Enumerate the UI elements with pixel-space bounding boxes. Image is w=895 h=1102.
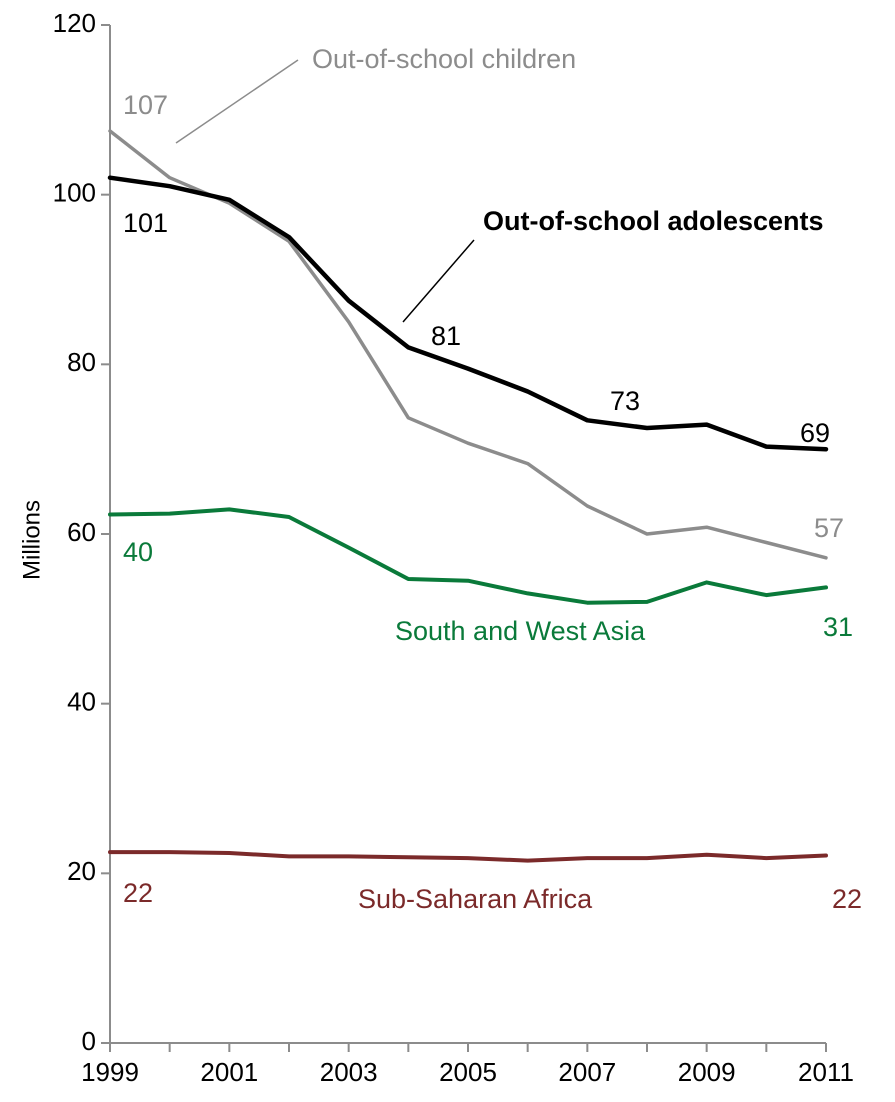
value-label-sw-asia-2011: 31 [823, 612, 853, 642]
value-label-adolescents-2011: 69 [800, 418, 830, 448]
value-label-children-1999: 107 [123, 90, 168, 120]
series-label-sub-saharan-africa: Sub-Saharan Africa [358, 884, 593, 914]
y-tick-label-60: 60 [67, 517, 96, 547]
value-label-adolescents-1999: 101 [123, 208, 168, 238]
series-line-out-of-school-adolescents [107, 175, 829, 452]
y-tick-label-0: 0 [82, 1026, 96, 1056]
axes: 0 20 40 60 80 100 120 1999 2001 2003 2005 2007 2009 2… [53, 8, 854, 1087]
value-label-ssa-2011: 22 [832, 884, 862, 914]
x-tick-label-2009: 2009 [678, 1057, 736, 1087]
series-line-out-of-school-children [108, 129, 828, 560]
y-tick-label-40: 40 [67, 687, 96, 717]
series-lines [107, 129, 829, 863]
annotations: Out-of-school children 107 57 Out-of-school… [123, 44, 862, 914]
value-label-sw-asia-1999: 40 [123, 537, 153, 567]
value-label-adolescents-2007: 73 [610, 386, 640, 416]
series-label-out-of-school-adolescents: Out-of-school adolescents [483, 206, 824, 236]
y-axis-title: Millions [18, 500, 45, 580]
leader-line-out-of-school-children [175, 59, 299, 144]
y-tick-label-20: 20 [67, 856, 96, 886]
x-tick-label-2001: 2001 [200, 1057, 258, 1087]
series-line-sub-saharan-africa [108, 850, 828, 863]
x-tick-label-2005: 2005 [439, 1057, 497, 1087]
x-tick-label-2003: 2003 [320, 1057, 378, 1087]
y-tick-label-100: 100 [53, 178, 96, 208]
x-tick-label-2007: 2007 [558, 1057, 616, 1087]
leader-line-out-of-school-adolescents [402, 239, 475, 323]
series-label-south-and-west-asia: South and West Asia [395, 616, 646, 646]
y-tick-label-80: 80 [67, 347, 96, 377]
series-line-south-and-west-asia [108, 507, 828, 605]
value-label-children-2011: 57 [814, 513, 844, 543]
value-label-ssa-1999: 22 [123, 878, 153, 908]
y-tick-label-120: 120 [53, 8, 96, 38]
series-label-out-of-school-children: Out-of-school children [312, 44, 576, 74]
value-label-adolescents-2004: 81 [431, 321, 461, 351]
x-tick-label-1999: 1999 [81, 1057, 139, 1087]
x-tick-label-2011: 2011 [798, 1057, 854, 1087]
